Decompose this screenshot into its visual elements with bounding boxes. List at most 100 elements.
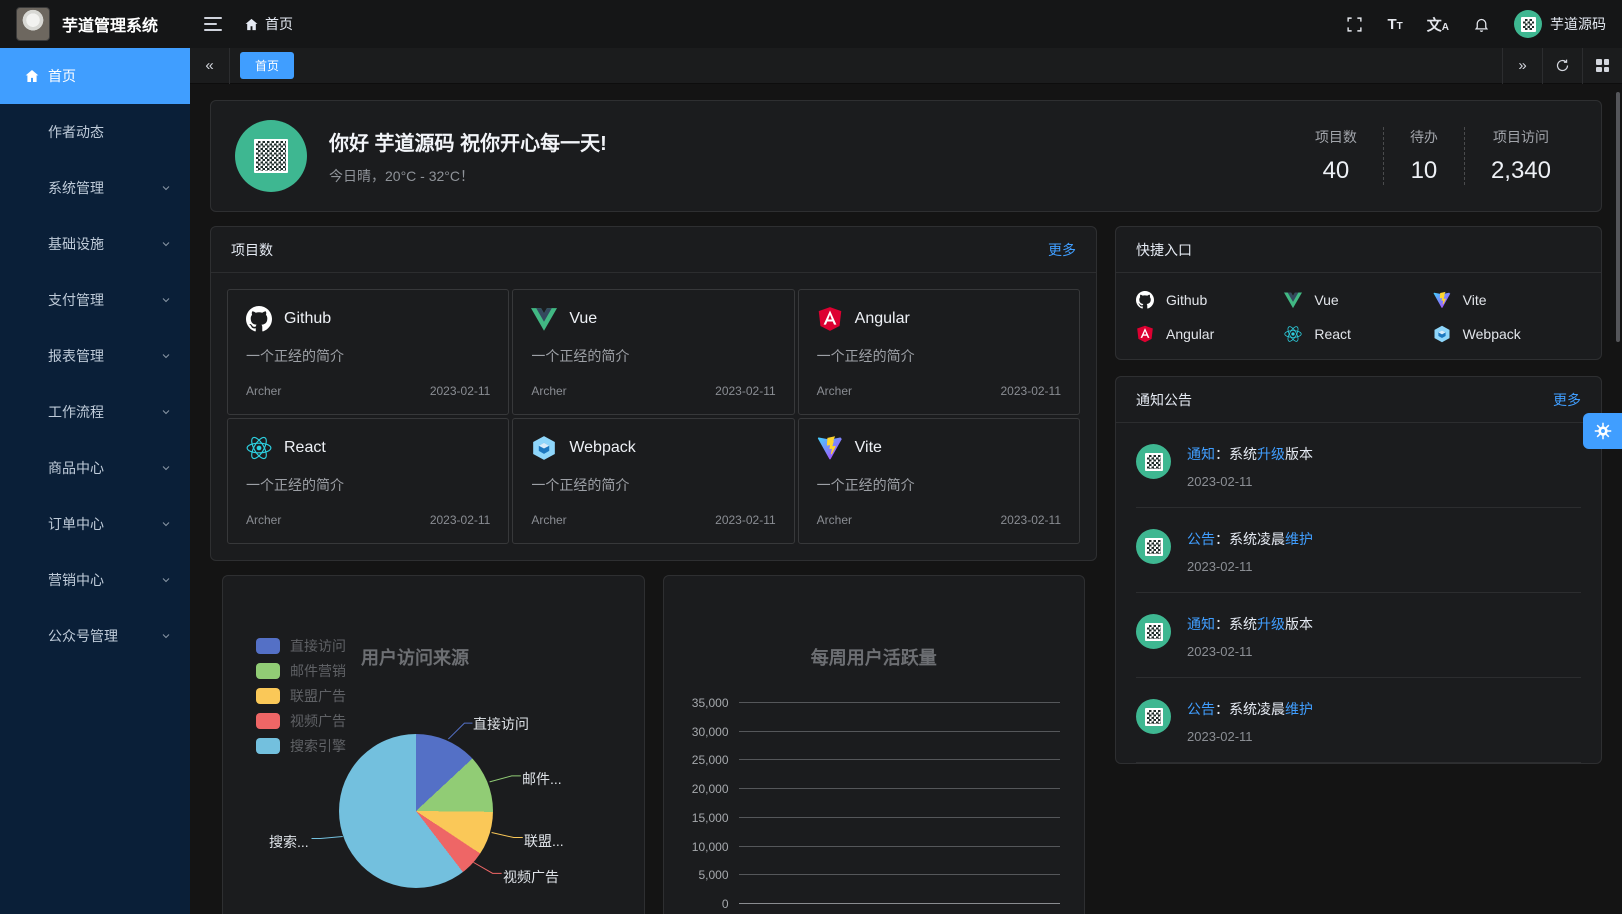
sidebar-item-order-center[interactable]: 订单中心 [0, 496, 190, 552]
sidebar-item-marketing-center[interactable]: 营销中心 [0, 552, 190, 608]
welcome-greeting: 你好 芋道源码 祝你开心每一天! [329, 132, 607, 155]
notice-item-notice-1[interactable]: 通知：系统升级版本 2023-02-11 [1136, 423, 1581, 508]
project-card-vite[interactable]: Vite 一个正经的简介 Archer 2023-02-11 [797, 418, 1080, 544]
sidebar-item-official-account[interactable]: 公众号管理 [0, 608, 190, 664]
legend-item[interactable]: 邮件营销 [256, 663, 346, 679]
shortcut-vue[interactable]: Vue [1284, 291, 1432, 309]
user-name: 芋道源码 [1550, 16, 1606, 32]
vertical-scrollbar[interactable] [1616, 92, 1620, 342]
project-card-github[interactable]: Github 一个正经的简介 Archer 2023-02-11 [227, 289, 510, 415]
project-card-angular[interactable]: Angular 一个正经的简介 Archer 2023-02-11 [797, 289, 1080, 415]
project-description: 一个正经的简介 [816, 477, 915, 493]
legend-item[interactable]: 搜索引擎 [256, 738, 346, 754]
notices-card-title: 通知公告 [1136, 391, 1192, 408]
shortcut-webpack[interactable]: Webpack [1433, 325, 1581, 343]
translate-icon[interactable]: 文A [1426, 16, 1449, 34]
notices-more-link[interactable]: 更多 [1553, 391, 1581, 408]
legend-item[interactable]: 视频广告 [256, 713, 346, 729]
project-description: 一个正经的简介 [816, 348, 915, 364]
tab-home[interactable]: 首页 [240, 52, 295, 79]
sidebar-item-home[interactable]: 首页 [0, 48, 190, 104]
projects-card: 项目数 更多 Github 一个正经的简介 Archer 2023-02-11 Vue 一… [210, 226, 1097, 561]
bar-ytick-label: 25,000 [691, 753, 729, 768]
legend-item[interactable]: 联盟广告 [256, 688, 346, 704]
sidebar-item-system-management[interactable]: 系统管理 [0, 160, 190, 216]
font-size-icon[interactable]: TT [1387, 15, 1403, 33]
notice-date: 2023-02-11 [1187, 559, 1253, 574]
fullscreen-icon[interactable] [1346, 16, 1363, 33]
bar-chart[interactable]: 周一周二周三周四周五周六周日 05,00010,00015,00020,0002… [692, 696, 1060, 911]
chevron-down-icon [162, 634, 170, 639]
project-description: 一个正经的简介 [531, 477, 630, 493]
notice-item-announcement-2[interactable]: 公告：系统凌晨维护 2023-02-11 [1136, 678, 1581, 763]
sidebar-item-label: 首页 [48, 68, 76, 84]
layout-grid-icon[interactable] [1582, 47, 1622, 84]
user-menu[interactable]: 芋道源码 [1514, 10, 1606, 38]
project-name: Angular [854, 310, 910, 327]
bar-gridline [738, 702, 1060, 703]
menu-fold-icon[interactable] [204, 17, 222, 31]
app-logo-zone[interactable]: 芋道管理系统 [0, 7, 190, 41]
chevron-down-icon [162, 522, 170, 527]
project-description: 一个正经的简介 [246, 348, 344, 364]
sidebar-item-label: 支付管理 [48, 292, 104, 308]
sidebar-item-author-feed[interactable]: 作者动态 [0, 104, 190, 160]
project-author: Archer [816, 513, 852, 527]
pie-chart-title: 用户访问来源 [361, 648, 469, 668]
sidebar-item-report[interactable]: 报表管理 [0, 328, 190, 384]
tabs-collapse-left-icon[interactable]: « [190, 47, 230, 84]
project-date: 2023-02-11 [429, 384, 491, 398]
tabs-expand-right-icon[interactable]: » [1502, 47, 1542, 84]
bar-chart-title: 每周用户活跃量 [810, 648, 937, 668]
project-name: Vite [854, 439, 882, 456]
github-icon [1136, 291, 1154, 309]
react-icon [1284, 325, 1302, 343]
sidebar-item-infrastructure[interactable]: 基础设施 [0, 216, 190, 272]
project-description: 一个正经的简介 [531, 348, 630, 364]
sidebar-item-product-center[interactable]: 商品中心 [0, 440, 190, 496]
project-card-webpack[interactable]: Webpack 一个正经的简介 Archer 2023-02-11 [512, 418, 795, 544]
notice-date: 2023-02-11 [1187, 644, 1253, 659]
project-author: Archer [246, 384, 282, 398]
notice-avatar [1136, 529, 1171, 564]
notice-title: 公告：系统凌晨维护 [1187, 701, 1313, 717]
legend-label: 邮件营销 [290, 663, 346, 679]
bar-ytick-label: 0 [721, 897, 729, 911]
project-card-react[interactable]: React 一个正经的简介 Archer 2023-02-11 [227, 418, 510, 544]
project-card-vue[interactable]: Vue 一个正经的简介 Archer 2023-02-11 [512, 289, 795, 415]
notice-item-notice-2[interactable]: 通知：系统升级版本 2023-02-11 [1136, 593, 1581, 678]
pie-chart[interactable] [339, 734, 493, 888]
app-logo [16, 7, 50, 41]
notification-bell-icon[interactable] [1473, 16, 1490, 33]
project-date: 2023-02-11 [429, 513, 491, 527]
refresh-icon[interactable] [1542, 47, 1582, 84]
chevron-down-icon [162, 354, 170, 359]
project-author: Archer [531, 513, 567, 527]
legend-swatch [256, 638, 280, 654]
notice-date: 2023-02-11 [1187, 729, 1253, 744]
notice-title: 公告：系统凌晨维护 [1187, 531, 1313, 547]
breadcrumb[interactable]: 首页 [244, 14, 293, 34]
project-description: 一个正经的简介 [246, 477, 344, 493]
shortcut-react[interactable]: React [1284, 325, 1432, 343]
user-avatar [1514, 10, 1542, 38]
pie-chart-card: 用户访问来源 直接访问 邮件营销 联盟广告 视频广告 搜索引擎 直接访问 [222, 575, 645, 914]
settings-button[interactable] [1583, 413, 1622, 449]
vue-icon [1284, 291, 1303, 309]
webpack-icon [1433, 325, 1451, 343]
notice-avatar [1136, 699, 1171, 734]
shortcut-label: Vite [1462, 292, 1487, 308]
legend-item[interactable]: 直接访问 [256, 638, 346, 654]
notice-title: 通知：系统升级版本 [1187, 446, 1313, 462]
sidebar-item-workflow[interactable]: 工作流程 [0, 384, 190, 440]
sidebar-item-label: 基础设施 [48, 236, 104, 252]
shortcut-angular[interactable]: Angular [1136, 325, 1284, 343]
sidebar-item-payment[interactable]: 支付管理 [0, 272, 190, 328]
notice-item-announcement-1[interactable]: 公告：系统凌晨维护 2023-02-11 [1136, 508, 1581, 593]
project-name: Vue [569, 310, 598, 327]
projects-more-link[interactable]: 更多 [1048, 241, 1076, 258]
bar-ytick-label: 30,000 [691, 724, 729, 739]
shortcut-vite[interactable]: Vite [1433, 291, 1581, 309]
shortcut-github[interactable]: Github [1136, 291, 1284, 309]
chevron-down-icon [162, 298, 170, 303]
